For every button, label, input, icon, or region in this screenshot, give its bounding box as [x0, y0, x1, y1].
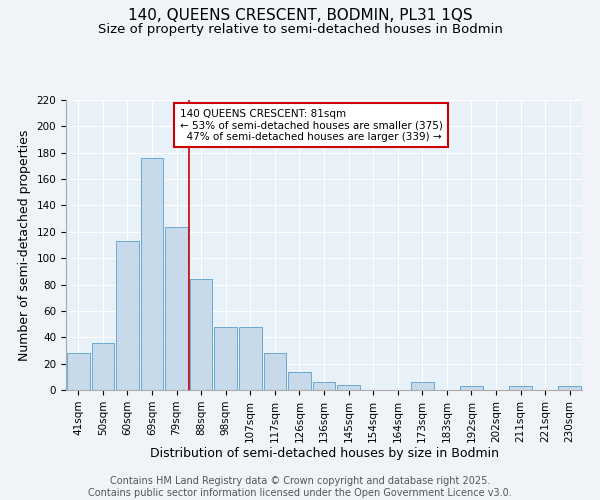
X-axis label: Distribution of semi-detached houses by size in Bodmin: Distribution of semi-detached houses by … — [149, 448, 499, 460]
Bar — [239, 326, 262, 390]
Bar — [288, 372, 311, 390]
Bar — [460, 386, 483, 390]
Bar — [509, 386, 532, 390]
Y-axis label: Number of semi-detached properties: Number of semi-detached properties — [18, 130, 31, 360]
Bar — [165, 226, 188, 390]
Bar — [140, 158, 163, 390]
Text: 140, QUEENS CRESCENT, BODMIN, PL31 1QS: 140, QUEENS CRESCENT, BODMIN, PL31 1QS — [128, 8, 472, 22]
Bar — [313, 382, 335, 390]
Bar — [411, 382, 434, 390]
Bar — [559, 386, 581, 390]
Bar — [214, 326, 237, 390]
Bar — [337, 384, 360, 390]
Bar — [116, 241, 139, 390]
Bar — [190, 280, 212, 390]
Text: Size of property relative to semi-detached houses in Bodmin: Size of property relative to semi-detach… — [98, 22, 502, 36]
Text: 140 QUEENS CRESCENT: 81sqm
← 53% of semi-detached houses are smaller (375)
  47%: 140 QUEENS CRESCENT: 81sqm ← 53% of semi… — [179, 108, 442, 142]
Text: Contains HM Land Registry data © Crown copyright and database right 2025.
Contai: Contains HM Land Registry data © Crown c… — [88, 476, 512, 498]
Bar — [92, 342, 114, 390]
Bar — [67, 353, 89, 390]
Bar — [263, 353, 286, 390]
